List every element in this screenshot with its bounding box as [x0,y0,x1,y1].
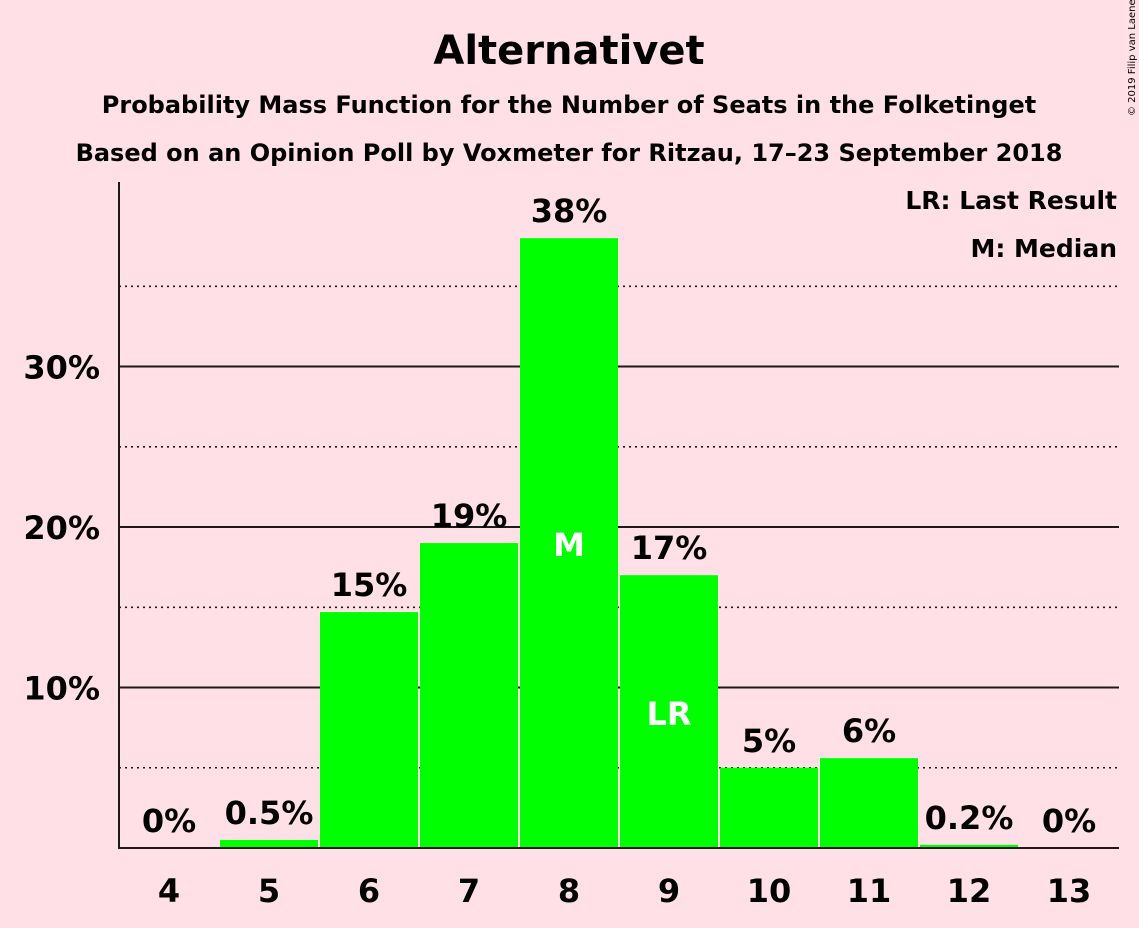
median-marker: M [553,526,585,564]
value-labels: 0% 0.5% 15% 19% 38% M 17% LR 5% 6% 0.2% 0% [142,192,1096,840]
chart-title: Alternativet [433,28,704,74]
value-label-5: 0.5% [225,794,314,832]
legend-median: M: Median [970,234,1117,263]
x-tick-label: 8 [558,872,580,910]
x-tick-label: 7 [458,872,480,910]
chart-source: Based on an Opinion Poll by Voxmeter for… [76,139,1063,167]
x-tick-label: 12 [947,872,992,910]
last-result-marker: LR [646,695,691,733]
value-label-11: 6% [842,712,896,750]
y-tick-label: 30% [23,349,100,387]
x-axis-ticks: 4 5 6 7 8 9 10 11 12 13 [158,872,1091,910]
bar-12 [920,844,1018,848]
x-tick-label: 10 [747,872,792,910]
bar-7 [420,543,518,848]
chart-subtitle: Probability Mass Function for the Number… [102,91,1036,119]
value-label-6: 15% [331,566,408,604]
x-tick-label: 13 [1047,872,1092,910]
y-axis-ticks: 10% 20% 30% [23,349,100,708]
bar-5 [220,839,318,848]
value-label-12: 0.2% [925,799,1014,837]
value-label-8: 38% [531,192,608,230]
bar-10 [720,767,818,848]
bars [220,238,1018,848]
value-label-13: 0% [1042,802,1096,840]
legend-last-result: LR: Last Result [905,186,1117,215]
y-tick-label: 20% [23,509,100,547]
x-tick-label: 6 [358,872,380,910]
gridlines [119,285,1119,769]
copyright-notice: © 2019 Filip van Laenen [1127,0,1138,116]
value-label-10: 5% [742,722,796,760]
bar-6 [320,612,418,848]
bar-9 [620,575,718,848]
x-tick-label: 11 [847,872,892,910]
value-label-9: 17% [631,529,708,567]
x-tick-label: 5 [258,872,280,910]
value-label-4: 0% [142,802,196,840]
value-label-7: 19% [431,497,508,535]
x-tick-label: 4 [158,872,180,910]
bar-11 [820,758,918,848]
x-tick-label: 9 [658,872,680,910]
bar-8 [520,238,618,848]
y-tick-label: 10% [23,670,100,708]
